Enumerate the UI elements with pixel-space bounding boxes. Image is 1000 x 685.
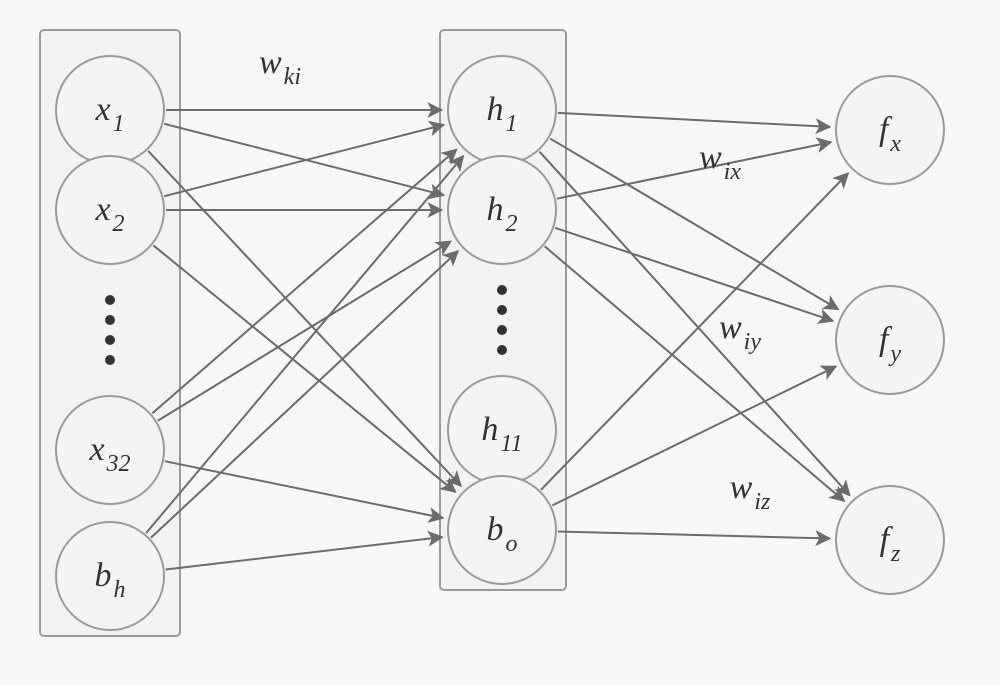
edge-x1-bo	[148, 151, 461, 486]
weight-label-wix: wix	[699, 139, 741, 185]
dot-5	[497, 305, 507, 315]
weight-label-wiz: wiz	[730, 469, 771, 515]
node-fx: fx	[836, 76, 944, 184]
edge-bh-h2	[151, 251, 458, 538]
edge-bh-h1	[146, 156, 463, 533]
node-h11: h11	[448, 376, 556, 484]
neural-network-diagram: x1x2 x32 bh h1h2 h11bo fx fy fz wki wix wiy wiz	[0, 0, 1000, 685]
edge-h2-fy	[555, 228, 833, 321]
node-x2: x2	[56, 156, 164, 264]
node-bh: bh	[56, 522, 164, 630]
edge-h2-fx	[557, 142, 831, 199]
node-fy: fy	[836, 286, 944, 394]
edges-hidden-to-output	[540, 113, 850, 539]
weight-label-wki: wki	[259, 44, 301, 90]
node-fz: fz	[836, 486, 944, 594]
dot-6	[497, 325, 507, 335]
dot-3	[105, 355, 115, 365]
weight-label-wiy: wiy	[719, 309, 761, 355]
dot-7	[497, 345, 507, 355]
node-bo: bo	[448, 476, 556, 584]
edge-x32-bo	[165, 461, 443, 518]
dot-2	[105, 335, 115, 345]
edge-h2-fz	[545, 246, 845, 501]
dot-0	[105, 295, 115, 305]
edges-input-to-hidden	[146, 110, 463, 569]
edge-bo-fy	[552, 366, 836, 505]
edge-h1-fx	[558, 113, 830, 127]
node-x1: x1	[56, 56, 164, 164]
edge-bo-fz	[558, 531, 830, 538]
edge-bh-bo	[166, 537, 443, 569]
node-x32: x32	[56, 396, 164, 504]
node-h2: h2	[448, 156, 556, 264]
dot-1	[105, 315, 115, 325]
dot-4	[497, 285, 507, 295]
node-h1: h1	[448, 56, 556, 164]
edge-h1-fy	[550, 139, 838, 310]
